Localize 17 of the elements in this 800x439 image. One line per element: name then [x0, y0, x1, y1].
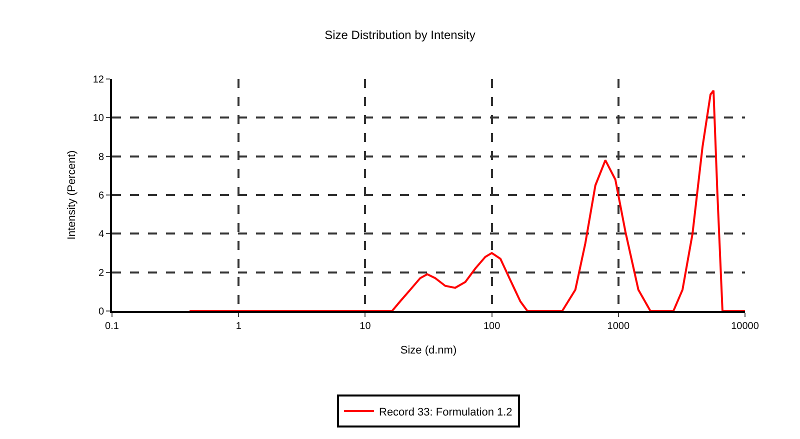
y-tick-label: 10: [92, 113, 104, 124]
y-tick-label: 2: [98, 268, 104, 279]
y-tick-label: 0: [98, 306, 104, 318]
x-tick-label: 10: [360, 321, 372, 332]
x-axis-title: Size (d.nm): [400, 344, 457, 357]
x-tick-label: 1: [236, 321, 242, 332]
x-tick-label: 100: [483, 321, 501, 332]
x-tick-label: 0.1: [105, 321, 120, 332]
y-tick-label: 8: [98, 152, 104, 163]
chart-title: Size Distribution by Intensity: [324, 28, 476, 42]
y-tick-label: 6: [98, 190, 104, 202]
legend-label: Record 33: Formulation 1.2: [379, 406, 512, 418]
y-axis-title: Intensity (Percent): [66, 150, 78, 240]
y-tick-label: 4: [98, 229, 104, 240]
x-tick-label: 10000: [731, 321, 760, 332]
y-tick-label: 12: [92, 74, 104, 86]
x-tick-label: 1000: [607, 321, 630, 332]
